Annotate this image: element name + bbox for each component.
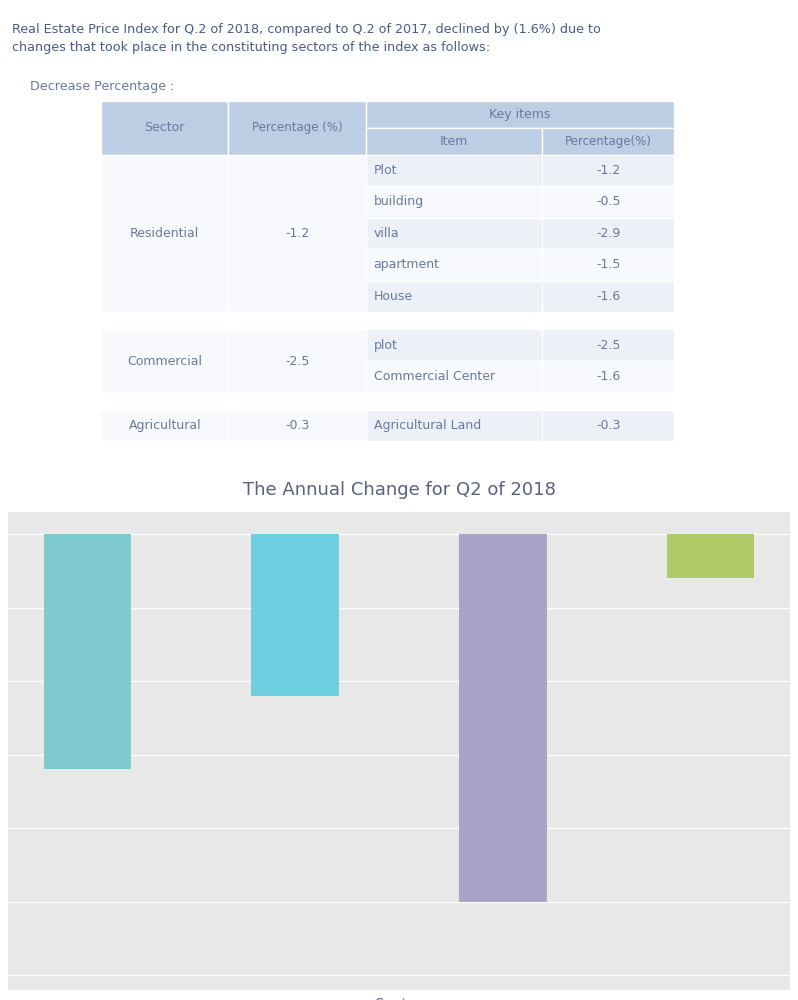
Bar [365, 329, 542, 361]
Text: -2.9: -2.9 [596, 227, 620, 240]
Text: -1.6: -1.6 [596, 370, 620, 383]
Text: Decrease Percentage :: Decrease Percentage : [30, 80, 174, 93]
Text: Sector: Sector [144, 121, 185, 134]
Bar [44, 534, 131, 769]
Text: Real Estate Price Index for Q.2 of 2018, compared to Q.2 of 2017, declined by (1: Real Estate Price Index for Q.2 of 2018,… [12, 23, 601, 54]
Text: apartment: apartment [373, 258, 440, 271]
Bar [365, 155, 542, 186]
Text: villa: villa [373, 227, 399, 240]
Text: -1.2: -1.2 [596, 164, 620, 177]
Bar [542, 186, 674, 218]
Bar [542, 281, 674, 312]
Text: building: building [373, 195, 424, 208]
Text: -0.3: -0.3 [596, 419, 620, 432]
Bar [365, 128, 542, 155]
Bar [460, 534, 547, 902]
Text: -1.5: -1.5 [596, 258, 620, 271]
Bar [365, 281, 542, 312]
Bar [365, 361, 542, 393]
Bar [251, 534, 338, 696]
Bar [365, 410, 542, 441]
Text: Residential: Residential [130, 227, 200, 240]
Text: -2.5: -2.5 [285, 355, 310, 368]
Bar [228, 410, 365, 441]
Bar [365, 186, 542, 218]
Text: -0.3: -0.3 [285, 419, 310, 432]
Bar [101, 155, 228, 312]
Bar [365, 218, 542, 249]
Bar [542, 218, 674, 249]
Text: Commercial: Commercial [127, 355, 202, 368]
Text: Key items: Key items [489, 108, 551, 121]
Bar [542, 128, 674, 155]
Text: -0.5: -0.5 [596, 195, 621, 208]
Text: Plot: Plot [373, 164, 397, 177]
Text: Percentage(%): Percentage(%) [565, 135, 652, 148]
Text: Percentage (%): Percentage (%) [251, 121, 342, 134]
Text: House: House [373, 290, 413, 303]
Bar [542, 155, 674, 186]
Bar [667, 534, 754, 578]
Bar [365, 101, 674, 128]
Text: Agricultural: Agricultural [128, 419, 201, 432]
Bar [228, 155, 365, 312]
Bar [542, 329, 674, 361]
Title: The Annual Change for Q2 of 2018: The Annual Change for Q2 of 2018 [243, 481, 555, 499]
Bar [542, 410, 674, 441]
Bar [101, 410, 228, 441]
Text: -2.5: -2.5 [596, 339, 620, 352]
Text: Item: Item [440, 135, 468, 148]
Bar [101, 101, 228, 155]
Text: plot: plot [373, 339, 397, 352]
Bar [228, 101, 365, 155]
Text: -1.6: -1.6 [596, 290, 620, 303]
Text: -1.2: -1.2 [285, 227, 309, 240]
Text: Agricultural Land: Agricultural Land [373, 419, 480, 432]
Bar [101, 329, 228, 393]
Bar [228, 329, 365, 393]
X-axis label: Sector: Sector [375, 998, 423, 1000]
Text: Commercial Center: Commercial Center [373, 370, 495, 383]
Bar [365, 249, 542, 281]
Bar [542, 361, 674, 393]
Bar [542, 249, 674, 281]
